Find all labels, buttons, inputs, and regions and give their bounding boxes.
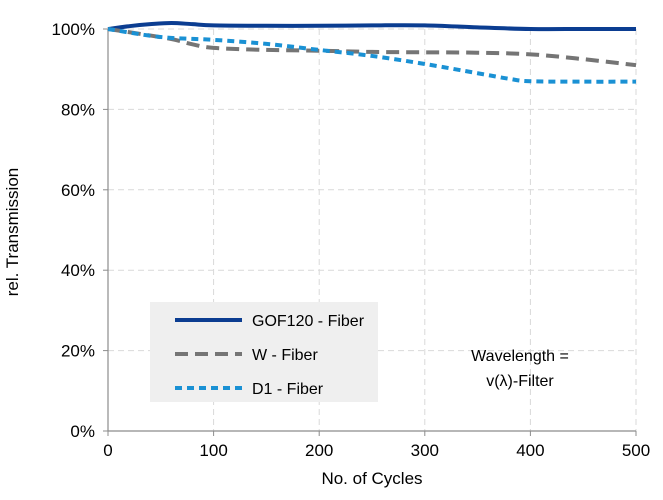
legend: GOF120 - Fiber W - Fiber D1 - Fiber	[150, 302, 378, 402]
legend-label-3: D1 - Fiber	[252, 381, 324, 398]
series-line-3	[107, 27, 637, 84]
series-line-2	[107, 27, 637, 68]
series-lines	[107, 20, 637, 84]
y-tick-label: 80%	[61, 100, 95, 119]
y-tick-label: 0%	[70, 422, 95, 441]
x-axis-label: No. of Cycles	[321, 469, 422, 488]
legend-label-1: GOF120 - Fiber	[252, 313, 365, 330]
x-tick-label: 200	[305, 441, 333, 460]
x-tick-label: 500	[622, 441, 650, 460]
annotation-line-1: Wavelength =	[471, 348, 569, 365]
legend-label-2: W - Fiber	[252, 347, 318, 364]
x-tick-label: 300	[411, 441, 439, 460]
axes	[107, 29, 636, 432]
legend-items: GOF120 - Fiber W - Fiber D1 - Fiber	[175, 313, 365, 398]
y-axis-label: rel. Transmission	[3, 168, 22, 296]
y-tick-label: 100%	[52, 20, 95, 39]
x-tick-label: 0	[103, 441, 112, 460]
y-tick-label: 60%	[61, 181, 95, 200]
x-tick-label: 400	[516, 441, 544, 460]
y-tick-label: 20%	[61, 342, 95, 361]
series-line-1	[107, 20, 636, 32]
y-tick-label: 40%	[61, 261, 95, 280]
x-tick-label: 100	[199, 441, 227, 460]
tick-labels: 0 100 200 300 400 500 0% 20% 40% 60% 80% 100%	[52, 20, 651, 460]
annotation-line-2: v(λ)-Filter	[486, 373, 554, 390]
